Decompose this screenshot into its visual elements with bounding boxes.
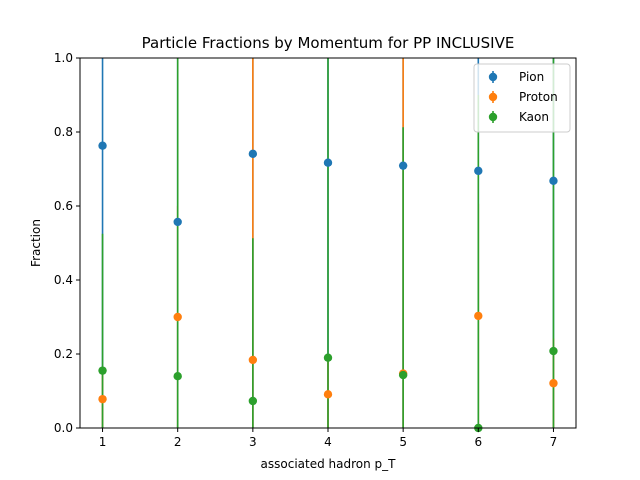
y-tick-label: 0.8 <box>54 125 73 139</box>
data-point-pion <box>549 176 558 186</box>
plot-area <box>98 58 558 433</box>
markers <box>98 141 558 433</box>
data-point-proton <box>173 312 182 322</box>
legend: Pion Proton Kaon <box>473 63 571 133</box>
y-tick-label: 1.0 <box>54 51 73 65</box>
data-point-pion <box>398 161 408 170</box>
x-axis: 1 2 3 4 5 6 7 <box>99 428 558 449</box>
data-point-pion <box>323 158 333 167</box>
x-tick-label: 3 <box>249 435 257 449</box>
data-point-kaon <box>323 353 333 362</box>
legend-swatch-marker <box>488 92 498 102</box>
legend-label: Kaon <box>519 110 549 124</box>
legend-item-pion: Pion <box>488 70 544 84</box>
legend-label: Proton <box>519 90 558 104</box>
data-point-pion <box>248 149 258 159</box>
data-point-kaon <box>173 372 182 381</box>
legend-item-kaon: Kaon <box>488 110 549 124</box>
x-axis-label: associated hadron p_T <box>261 457 397 471</box>
legend-box <box>473 63 571 133</box>
y-axis: 0.0 0.2 0.4 0.6 0.8 1.0 <box>54 51 80 435</box>
y-tick-label: 0.0 <box>54 421 73 435</box>
data-point-pion <box>98 141 107 150</box>
data-point-kaon <box>248 396 258 406</box>
data-point-proton <box>549 379 558 388</box>
x-tick-label: 4 <box>324 435 332 449</box>
x-tick-label: 7 <box>550 435 558 449</box>
legend-label: Pion <box>519 70 544 84</box>
data-point-kaon <box>398 370 408 380</box>
y-axis-label: Fraction <box>29 219 43 267</box>
y-tick-label: 0.4 <box>54 273 73 287</box>
data-point-kaon <box>549 346 558 356</box>
legend-swatch-marker <box>488 112 498 122</box>
legend-item-proton: Proton <box>488 90 558 104</box>
error-bars <box>101 58 555 428</box>
data-point-pion <box>173 217 182 227</box>
chart-title: Particle Fractions by Momentum for PP IN… <box>142 34 515 52</box>
data-point-proton <box>474 311 483 321</box>
y-tick-label: 0.6 <box>54 199 73 213</box>
data-point-pion <box>474 166 483 176</box>
x-tick-label: 1 <box>99 435 107 449</box>
x-tick-label: 2 <box>174 435 182 449</box>
data-point-proton <box>323 390 333 399</box>
y-tick-label: 0.2 <box>54 347 73 361</box>
legend-swatch-marker <box>488 72 498 82</box>
data-point-proton <box>248 355 258 365</box>
data-point-proton <box>98 394 107 404</box>
data-point-kaon <box>98 366 107 375</box>
x-tick-label: 5 <box>399 435 407 449</box>
x-tick-label: 6 <box>474 435 482 449</box>
